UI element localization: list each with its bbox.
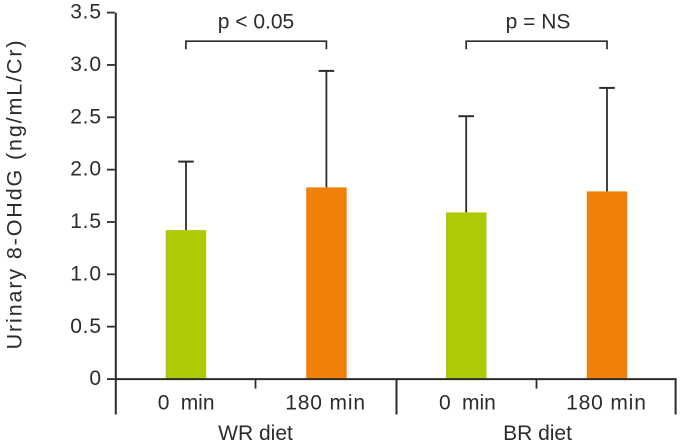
- svg-text:180 min: 180 min: [566, 392, 647, 415]
- svg-text:BR diet: BR diet: [503, 422, 572, 443]
- svg-text:0: 0: [89, 367, 101, 390]
- svg-text:2.0: 2.0: [70, 158, 102, 181]
- svg-text:WR diet: WR diet: [218, 422, 293, 443]
- svg-text:0.5: 0.5: [70, 315, 102, 338]
- svg-text:3.0: 3.0: [70, 53, 102, 76]
- svg-text:Urinary 8-OHdG (ng/mL/Cr): Urinary 8-OHdG (ng/mL/Cr): [3, 39, 27, 350]
- svg-text:1.5: 1.5: [70, 210, 102, 233]
- svg-text:180 min: 180 min: [285, 392, 366, 415]
- svg-text:p < 0.05: p < 0.05: [218, 11, 294, 34]
- svg-text:2.5: 2.5: [70, 105, 102, 128]
- svg-text:p = NS: p = NS: [506, 11, 571, 34]
- svg-text:1.0: 1.0: [70, 262, 102, 285]
- svg-text:3.5: 3.5: [70, 1, 102, 24]
